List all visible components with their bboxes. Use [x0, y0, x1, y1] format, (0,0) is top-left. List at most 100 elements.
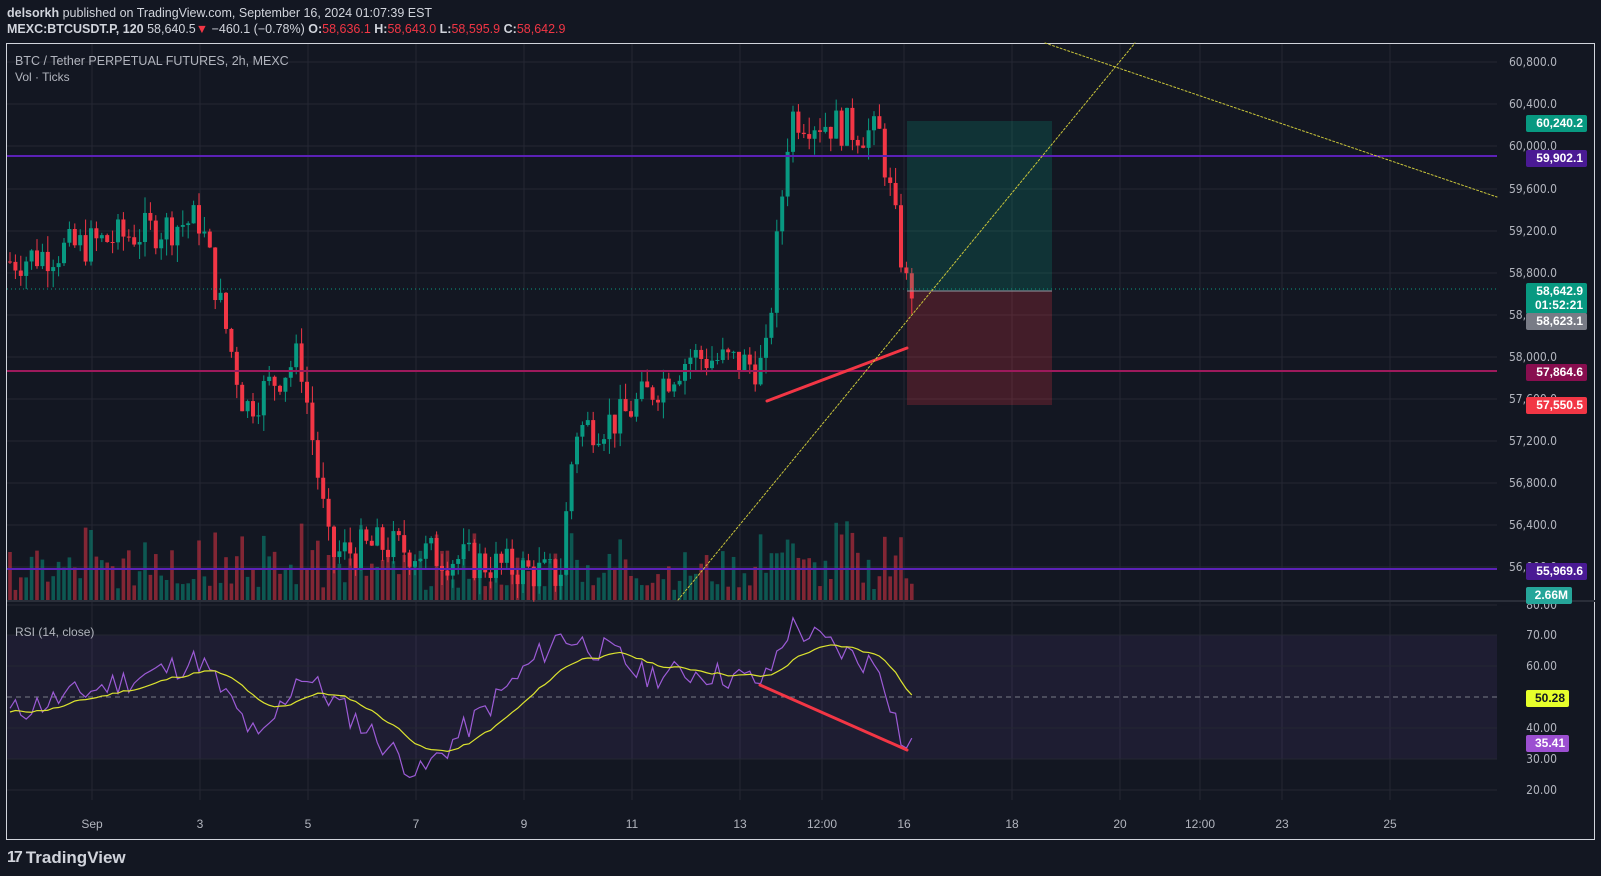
volume-bar — [181, 584, 185, 600]
candle-body — [45, 251, 50, 272]
price-tag[interactable]: 2.66M — [1526, 587, 1572, 604]
candle-body — [191, 205, 196, 224]
candle-body — [13, 261, 18, 271]
candle-body — [456, 559, 461, 564]
candle-body — [548, 559, 552, 561]
candle-body — [575, 436, 579, 465]
price-axis-label: 59,600.0 — [1508, 182, 1557, 196]
tradingview-brand[interactable]: 17 TradingView — [7, 848, 126, 868]
volume-bar — [796, 557, 801, 600]
price-tag[interactable]: 01:52:21 — [1526, 297, 1587, 314]
volume-bar — [386, 553, 390, 600]
price-axis-label: 59,200.0 — [1508, 224, 1557, 238]
price-tag[interactable]: 60,240.2 — [1526, 115, 1587, 132]
volume-bar — [818, 586, 822, 600]
price-tag[interactable]: 55,969.6 — [1526, 563, 1587, 580]
candle-body — [791, 111, 795, 152]
brand-name: TradingView — [25, 848, 126, 867]
volume-bar — [343, 582, 347, 600]
volume-bar — [267, 556, 271, 600]
volume-bar — [245, 576, 250, 600]
price-tag[interactable]: 58,623.1 — [1526, 313, 1587, 330]
candle-body — [35, 250, 39, 267]
candle-body — [785, 151, 790, 197]
chart-frame[interactable] — [6, 43, 1595, 840]
candle-body — [288, 367, 293, 378]
volume-bar — [229, 583, 234, 600]
candle-body — [639, 381, 644, 400]
trend-line[interactable] — [1044, 42, 1498, 198]
time-axis-label: 11 — [625, 817, 639, 831]
volume-bar — [640, 585, 644, 600]
rsi-line[interactable] — [9, 616, 913, 779]
candle-body — [629, 411, 633, 417]
volume-bar — [872, 589, 876, 600]
rsi-ma-line[interactable] — [9, 644, 913, 752]
volume-bar — [656, 574, 660, 600]
candle-body — [774, 231, 779, 313]
candle-body — [386, 549, 390, 558]
volume-bar — [256, 586, 261, 600]
volume-bar — [100, 560, 104, 600]
volume-bar — [461, 558, 466, 600]
price-axis-label: 60,800.0 — [1508, 55, 1557, 69]
candle-body — [585, 420, 590, 426]
candle-body — [623, 399, 628, 412]
candle-body — [94, 228, 99, 239]
volume-bar — [764, 572, 768, 600]
candle-body — [342, 542, 347, 552]
volume-bar — [742, 573, 747, 600]
candle-body — [207, 231, 212, 248]
volume-bar — [35, 550, 39, 600]
candle-body — [251, 401, 255, 417]
price-tag[interactable]: 57,864.6 — [1526, 364, 1587, 381]
high-value: 58,643.0 — [387, 22, 437, 36]
candle-body — [704, 358, 709, 369]
candle-body — [515, 574, 520, 585]
rsi-legend[interactable]: RSI (14, close) — [15, 625, 95, 639]
candle-body — [542, 559, 547, 563]
volume-bar — [775, 553, 779, 600]
volume-bar — [829, 578, 833, 600]
time-axis-label: 18 — [1005, 817, 1019, 831]
volume-bar — [877, 576, 882, 600]
candle-body — [315, 440, 320, 478]
candle-body — [305, 381, 309, 403]
volume-bar — [802, 559, 806, 600]
candle-body — [197, 205, 201, 234]
volume-bar — [861, 582, 865, 600]
price-axis-label: 58,800.0 — [1508, 266, 1557, 280]
volume-bar — [186, 583, 190, 600]
price-tag[interactable]: 58,642.9 — [1526, 283, 1587, 300]
rsi-tag[interactable]: 50.28 — [1526, 690, 1569, 707]
candle-body — [218, 292, 223, 301]
volume-bar — [213, 532, 217, 600]
volume-bar — [569, 533, 574, 600]
candle-body — [413, 561, 417, 567]
candle-body — [180, 225, 185, 227]
volume-bar — [812, 562, 817, 600]
price-tag[interactable]: 59,902.1 — [1526, 150, 1587, 167]
candle-body — [369, 540, 374, 546]
price-tag[interactable]: 57,550.5 — [1526, 397, 1587, 414]
candle-body — [272, 376, 277, 386]
rsi-tag[interactable]: 35.41 — [1526, 735, 1569, 752]
trend-line[interactable] — [677, 42, 1136, 601]
volume-legend[interactable]: Vol · Ticks — [15, 70, 70, 84]
volume-bar — [402, 555, 406, 600]
trend-line[interactable] — [765, 346, 909, 403]
chart-legend-title[interactable]: BTC / Tether PERPETUAL FUTURES, 2h, MEXC — [15, 54, 289, 68]
volume-bar — [83, 527, 88, 600]
candle-body — [126, 236, 131, 238]
author-name[interactable]: delsorkh — [7, 6, 60, 20]
candle-body — [40, 251, 45, 267]
trend-line[interactable] — [758, 683, 909, 752]
volume-bar — [613, 567, 617, 600]
candle-body — [855, 139, 860, 146]
candle-body — [666, 378, 671, 392]
position-profit-zone — [907, 121, 1052, 291]
candle-body — [715, 359, 720, 361]
volume-bar — [278, 573, 282, 600]
candle-body — [434, 537, 439, 566]
